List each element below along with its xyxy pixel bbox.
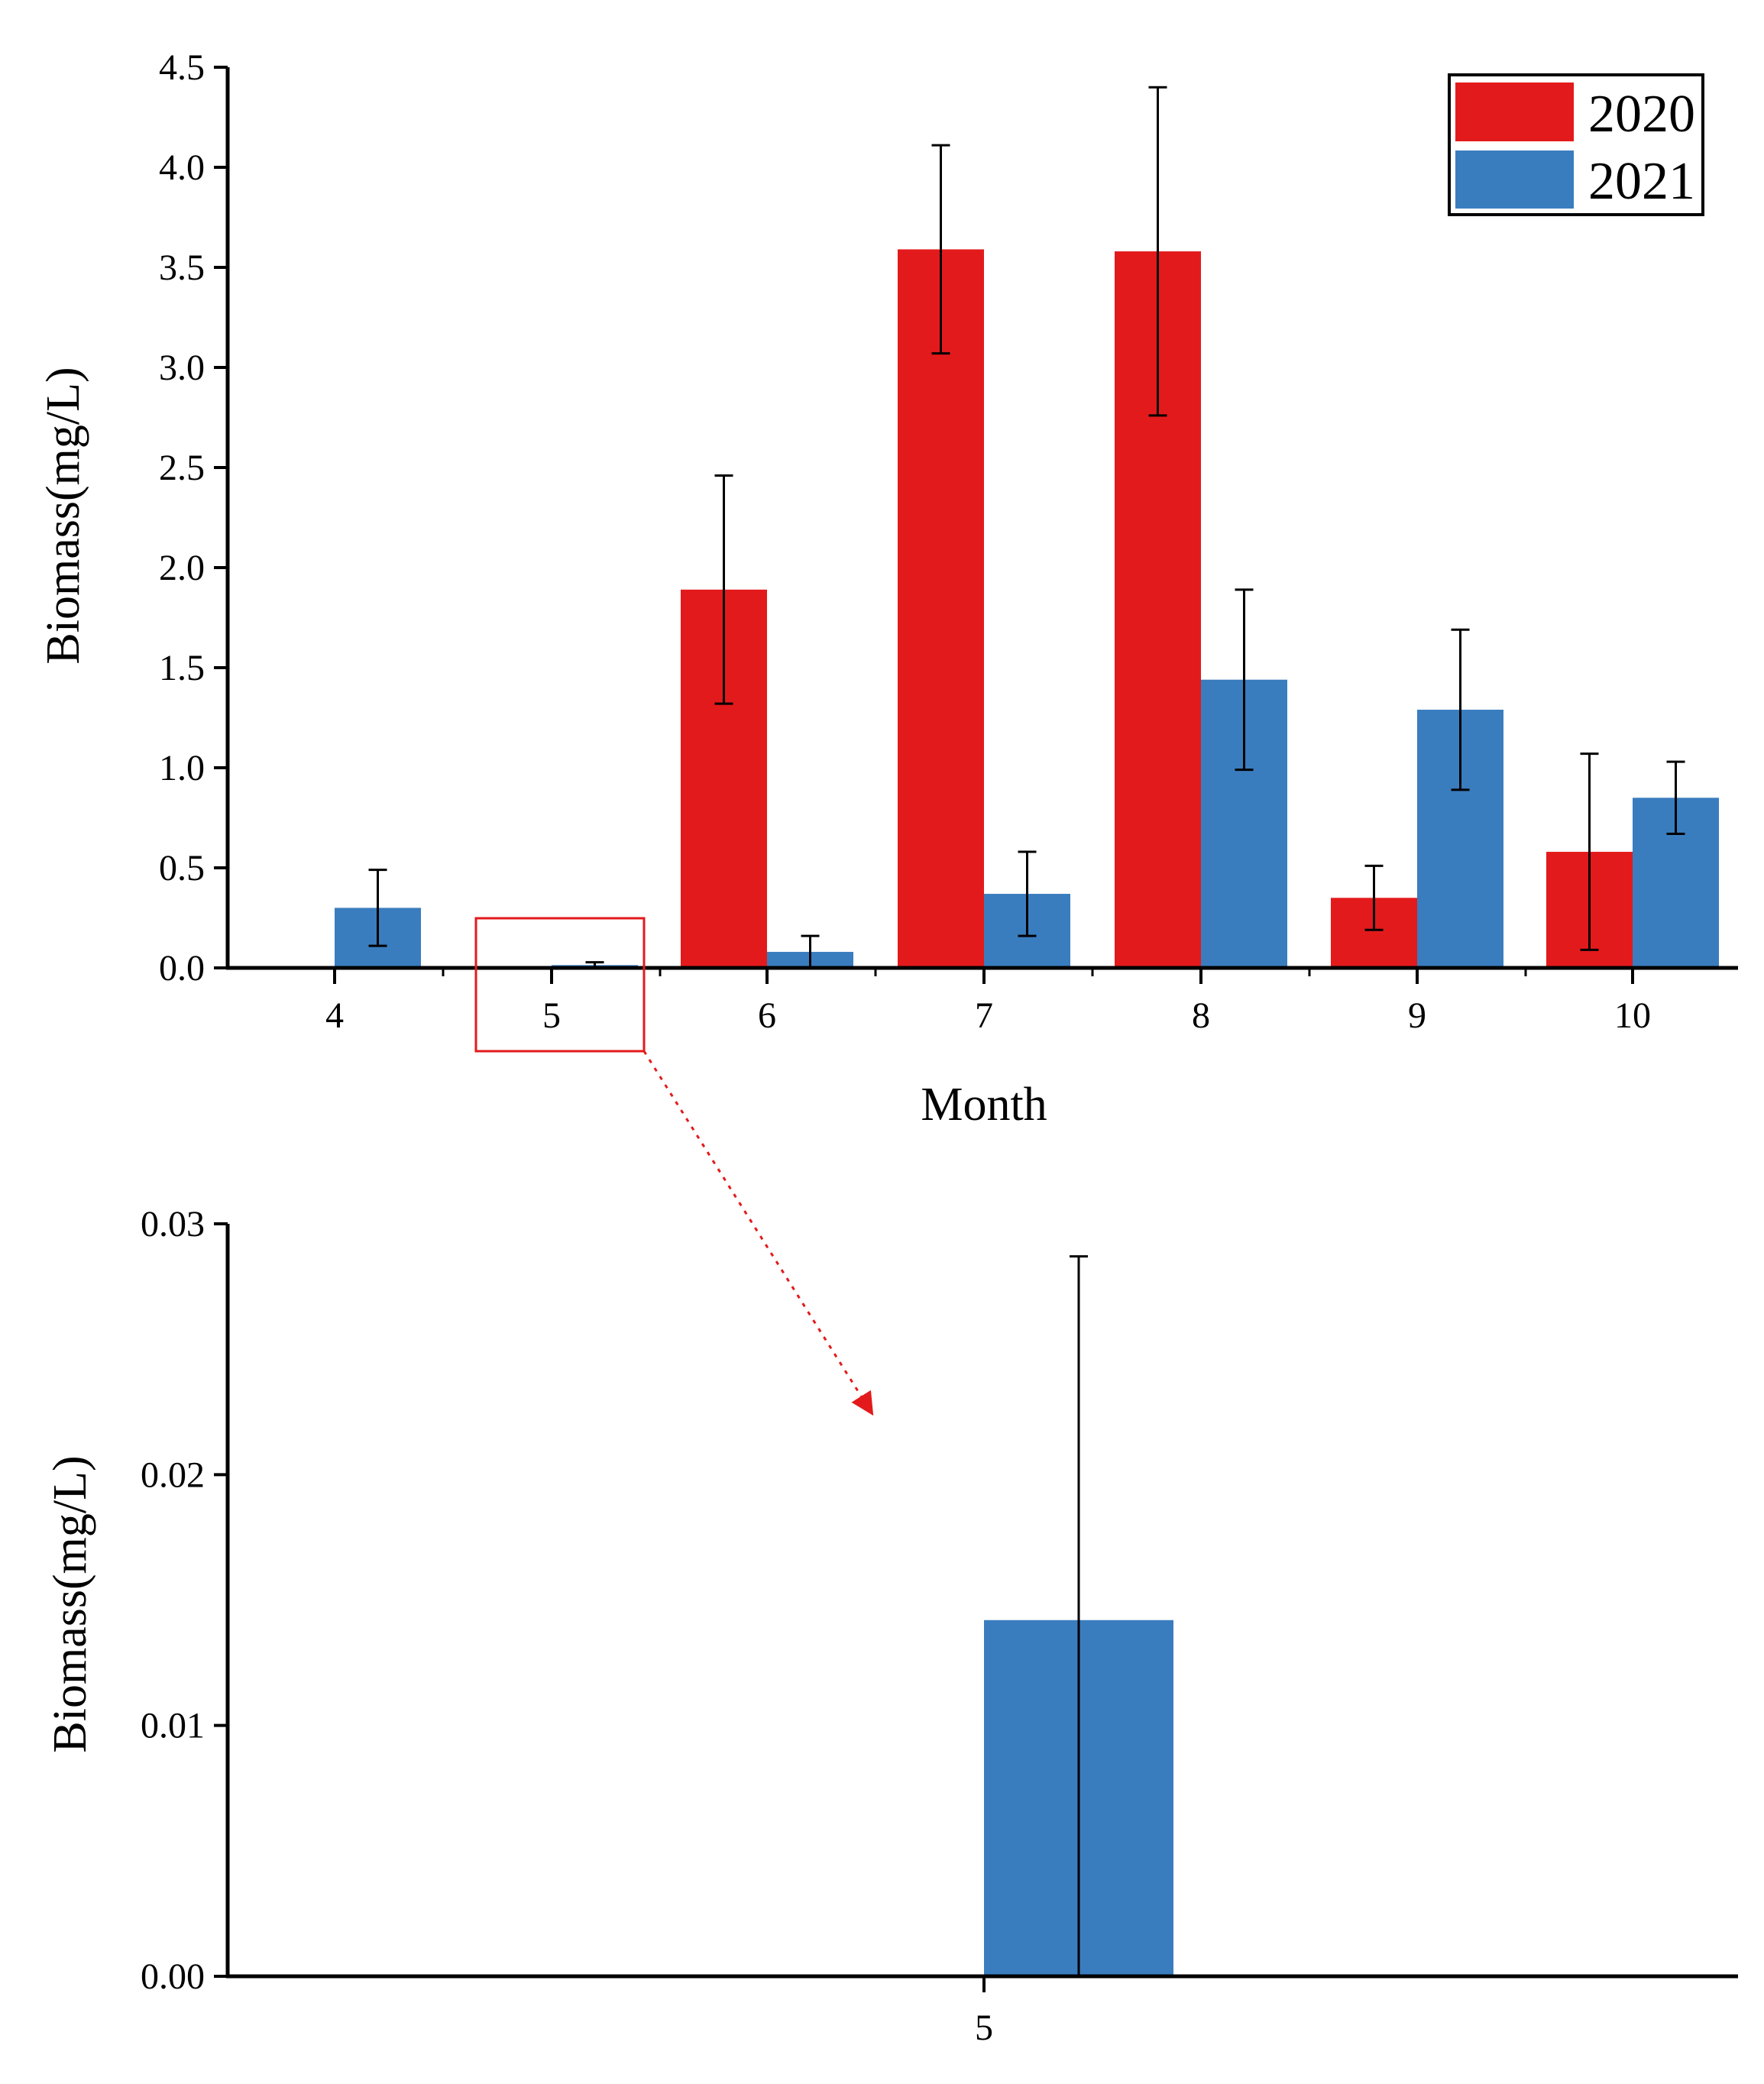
x-tick-label: 5	[975, 2008, 993, 2048]
error-bar-2021-month-4	[368, 869, 387, 947]
y-tick-label: 0.01	[141, 1706, 205, 1746]
error-bar-2020-month-6	[714, 474, 733, 705]
legend-swatch-2020	[1455, 83, 1574, 141]
highlight-box-month-5	[474, 917, 646, 1053]
x-tick-label: 8	[1192, 995, 1210, 1036]
bottom-y-axis-title: Biomass(mg/L)	[44, 1455, 96, 1752]
error-bar-2020-month-8	[1148, 86, 1167, 417]
top-y-axis-title: Biomass(mg/L)	[37, 367, 89, 664]
error-bar-2020-month-9	[1364, 864, 1384, 931]
bottom-x-ticks: 5	[975, 1976, 993, 2048]
y-tick-label: 2.5	[159, 448, 205, 488]
error-bar-2021-month-10	[1666, 760, 1685, 835]
y-tick-label: 2.0	[159, 548, 205, 588]
top-chart: 0.00.51.01.52.02.53.03.54.04.5 4 5 6 7 8 9 10 …	[37, 47, 1738, 1416]
y-tick-label: 1.0	[159, 748, 205, 788]
legend: 2020 2021	[1448, 73, 1704, 216]
bottom-chart: 0.00 0.01 0.02 0.03 5 Biomass(mg/L)	[44, 1204, 1738, 2048]
bar-2020-month-7	[898, 249, 984, 968]
x-tick-label: 10	[1614, 995, 1651, 1036]
y-tick-label: 0.0	[159, 948, 205, 989]
y-tick-label: 4.0	[159, 147, 205, 188]
y-tick-label: 0.00	[141, 1956, 205, 1997]
zoom-arrow	[642, 1050, 874, 1416]
top-x-ticks: 4 5 6 7 8 9 10	[325, 968, 1651, 1036]
y-tick-label: 0.5	[159, 848, 205, 888]
error-bar-2020-month-7	[931, 144, 950, 355]
legend-label-2021: 2021	[1588, 152, 1695, 211]
x-tick-label: 5	[542, 995, 561, 1036]
error-bar-2021-month-5	[1070, 1255, 1088, 1976]
top-error-bars	[368, 86, 1685, 969]
y-tick-label: 1.5	[159, 648, 205, 688]
x-tick-label: 7	[975, 995, 993, 1036]
y-tick-label: 4.5	[159, 47, 205, 88]
y-tick-label: 0.03	[141, 1204, 205, 1244]
error-bar-2021-month-8	[1235, 588, 1254, 772]
y-tick-label: 3.0	[159, 348, 205, 388]
y-tick-label: 0.02	[141, 1455, 205, 1495]
x-tick-label: 4	[325, 995, 344, 1036]
error-bar-2021-month-7	[1018, 850, 1037, 937]
legend-swatch-2021	[1455, 150, 1574, 209]
top-y-ticks: 0.0 0.5 1.0 1.5 2.0 2.5 3.0 3.5 4.0 4.5	[159, 47, 228, 989]
y-tick-label: 3.5	[159, 248, 205, 288]
top-x-axis-title: Month	[921, 1079, 1047, 1131]
x-tick-label: 6	[758, 995, 776, 1036]
legend-label-2020: 2020	[1588, 85, 1695, 144]
bottom-error-bars	[1070, 1255, 1088, 1976]
error-bar-2020-month-10	[1580, 752, 1599, 951]
error-bar-2021-month-9	[1451, 628, 1470, 791]
x-tick-label: 9	[1408, 995, 1426, 1036]
bottom-y-ticks: 0.00 0.01 0.02 0.03	[141, 1204, 228, 1997]
